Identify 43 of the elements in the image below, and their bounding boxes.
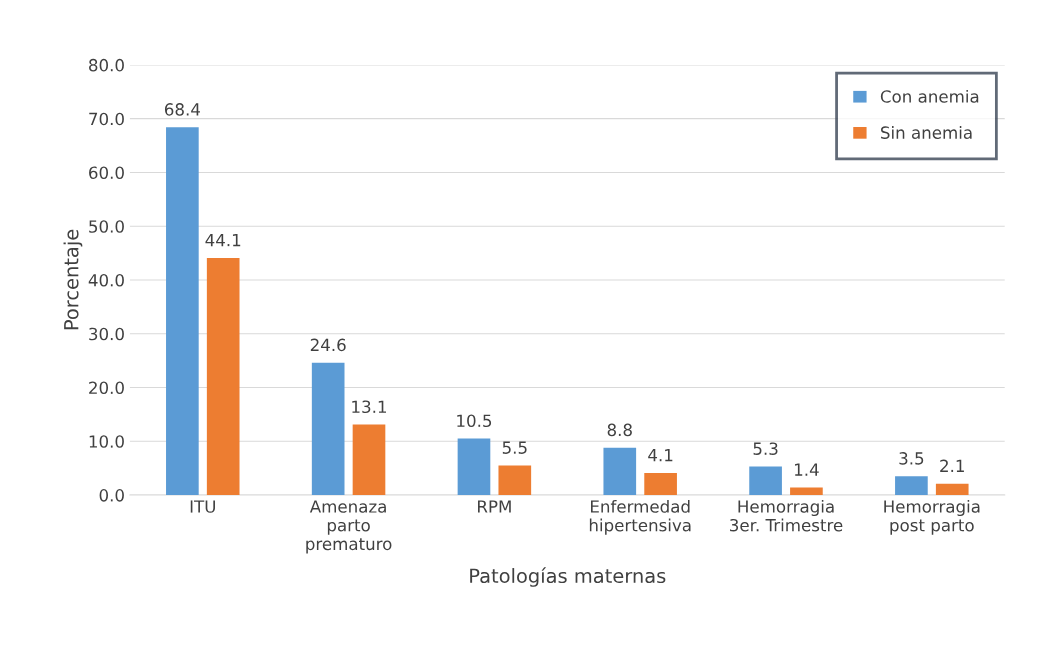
x-tick-label: ITU — [190, 500, 215, 513]
legend-label: Sin anemia — [881, 126, 972, 139]
y-tick-label: 20.0 — [89, 381, 124, 395]
x-tick-label: Enfermedad hipertensiva — [589, 499, 691, 535]
data-label: 2.1 — [940, 459, 964, 472]
data-label: 13.1 — [352, 400, 387, 414]
y-tick-label: 30.0 — [89, 327, 124, 341]
bar — [935, 483, 969, 496]
bar — [749, 466, 782, 496]
y-tick-label: 0.0 — [99, 489, 124, 502]
bar — [457, 438, 491, 496]
bar — [166, 127, 199, 496]
x-tick-label: Amenaza parto prematuro — [306, 500, 392, 554]
x-tick-label: Hemorragia post parto — [884, 499, 980, 535]
data-label: 8.8 — [607, 423, 632, 437]
y-tick-label: 40.0 — [88, 273, 124, 287]
y-tick-label: 70.0 — [89, 112, 124, 126]
bar — [311, 362, 345, 496]
y-tick-label: 50.0 — [89, 220, 124, 233]
y-axis-title: Porcentaje — [63, 229, 83, 330]
data-label: 68.4 — [164, 103, 200, 116]
bar — [498, 465, 532, 496]
x-tick-label: RPM — [478, 500, 511, 513]
bar — [352, 424, 386, 496]
bar — [603, 447, 637, 496]
bar — [644, 473, 677, 496]
data-label: 4.1 — [648, 449, 673, 462]
data-label: 3.5 — [899, 452, 924, 465]
bar — [790, 487, 823, 496]
y-tick-label: 60.0 — [89, 166, 124, 179]
data-label: 5.5 — [502, 441, 527, 454]
y-tick-label: 80.0 — [89, 58, 124, 72]
legend-label: Con anemia — [880, 89, 979, 103]
bar — [206, 257, 240, 496]
x-tick-label: Hemorragia 3er. Trimestre — [730, 499, 843, 532]
y-tick-label: 10.0 — [89, 435, 124, 448]
data-label: 44.1 — [205, 233, 241, 247]
data-label: 10.5 — [457, 414, 492, 428]
bar — [895, 476, 928, 496]
data-label: 24.6 — [310, 338, 346, 352]
data-label: 5.3 — [753, 442, 778, 455]
x-axis-title: Patologías maternas — [470, 567, 666, 587]
data-label: 1.4 — [794, 463, 819, 476]
